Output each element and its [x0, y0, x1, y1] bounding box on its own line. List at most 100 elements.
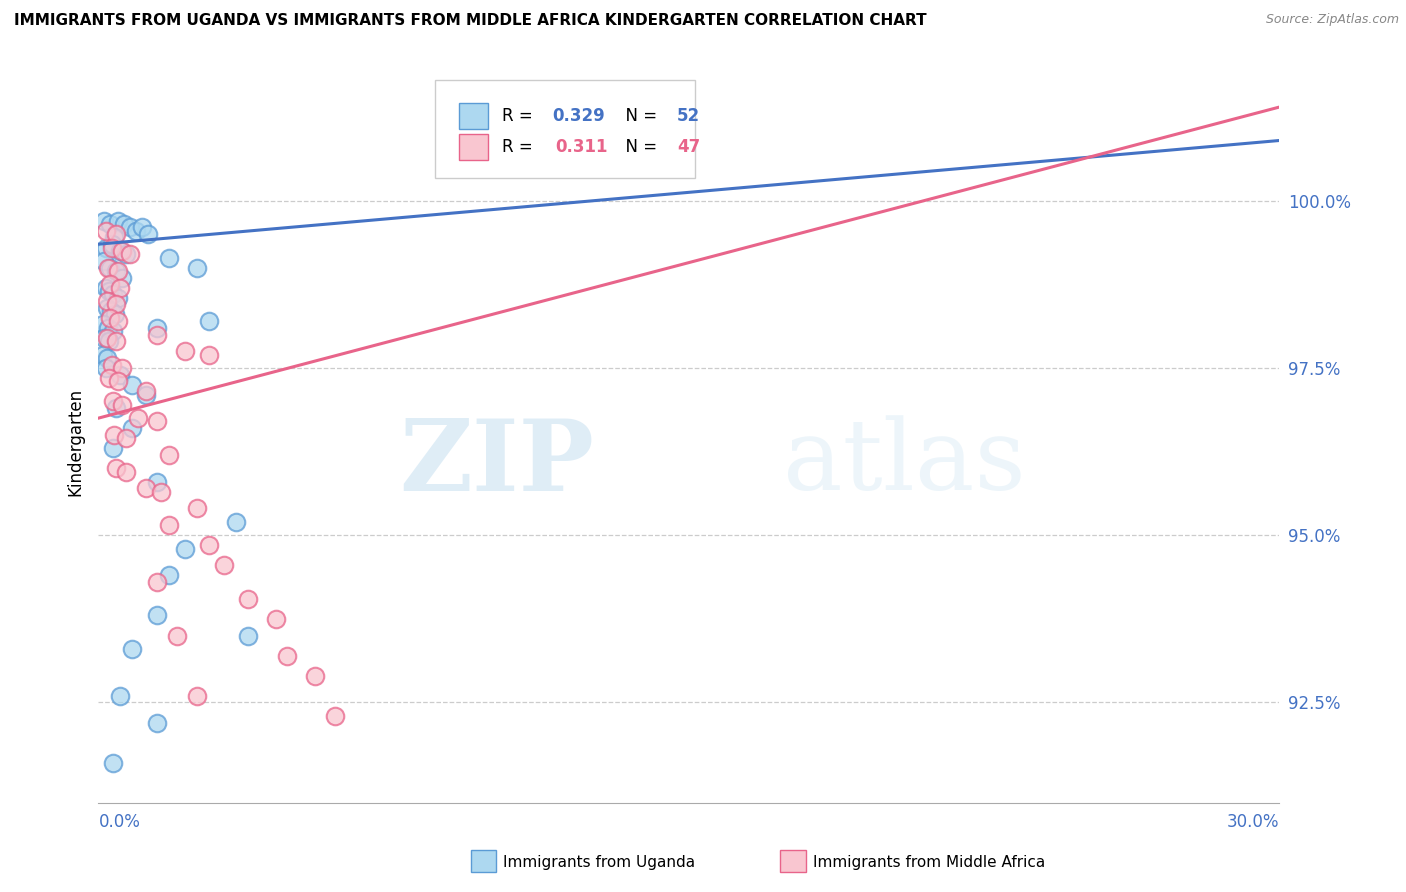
Point — [103, 756, 125, 770]
Point — [150, 484, 173, 499]
Point — [108, 368, 131, 382]
Point — [146, 475, 169, 489]
Point — [146, 608, 169, 623]
Point — [111, 360, 134, 375]
Point — [96, 240, 118, 254]
Point — [135, 384, 157, 399]
Point — [108, 280, 131, 294]
Point — [107, 213, 129, 227]
Text: Immigrants from Middle Africa: Immigrants from Middle Africa — [813, 855, 1045, 870]
Text: 0.311: 0.311 — [555, 138, 607, 156]
Point — [121, 642, 143, 657]
Text: R =: R = — [502, 138, 544, 156]
Text: IMMIGRANTS FROM UGANDA VS IMMIGRANTS FROM MIDDLE AFRICA KINDERGARTEN CORRELATION: IMMIGRANTS FROM UGANDA VS IMMIGRANTS FRO… — [14, 13, 927, 29]
Text: N =: N = — [614, 138, 662, 156]
Point — [98, 371, 121, 385]
Point — [97, 260, 120, 275]
Point — [225, 515, 247, 529]
Point — [118, 220, 141, 235]
Y-axis label: Kindergarten: Kindergarten — [66, 387, 84, 496]
Point — [98, 260, 121, 275]
Point — [101, 237, 124, 252]
Point — [101, 240, 124, 254]
Point — [96, 331, 118, 345]
Point — [105, 401, 128, 415]
Point — [186, 689, 208, 703]
Point — [98, 284, 121, 298]
Point — [103, 427, 125, 442]
Point — [94, 360, 117, 375]
Point — [111, 244, 134, 258]
Point — [146, 321, 169, 335]
Point — [103, 230, 125, 244]
Point — [97, 321, 120, 335]
Point — [146, 327, 169, 342]
Point — [146, 574, 169, 589]
Text: 0.329: 0.329 — [553, 107, 605, 125]
Point — [98, 310, 121, 325]
Point — [214, 558, 236, 573]
Point — [111, 398, 134, 412]
Point — [121, 377, 143, 392]
Point — [103, 324, 125, 338]
Text: atlas: atlas — [783, 416, 1026, 511]
Point — [186, 260, 208, 275]
Point — [174, 344, 197, 359]
Point — [157, 568, 180, 582]
Point — [136, 227, 159, 241]
Text: R =: R = — [502, 107, 538, 125]
Point — [236, 629, 259, 643]
Point — [94, 280, 117, 294]
Point — [174, 541, 197, 556]
Point — [96, 293, 118, 308]
Point — [146, 715, 169, 730]
Point — [105, 461, 128, 475]
Point — [166, 629, 188, 643]
FancyBboxPatch shape — [458, 135, 488, 160]
Point — [105, 297, 128, 311]
Point — [93, 253, 115, 268]
Point — [91, 347, 114, 361]
Text: N =: N = — [614, 107, 662, 125]
Point — [98, 217, 121, 231]
Text: 30.0%: 30.0% — [1227, 813, 1279, 830]
Text: 52: 52 — [678, 107, 700, 125]
Point — [108, 689, 131, 703]
Point — [98, 277, 121, 292]
Point — [100, 304, 122, 318]
Point — [111, 270, 134, 285]
Point — [107, 291, 129, 305]
Point — [96, 301, 118, 315]
Point — [93, 213, 115, 227]
Point — [125, 224, 148, 238]
Text: Source: ZipAtlas.com: Source: ZipAtlas.com — [1265, 13, 1399, 27]
Point — [91, 318, 114, 332]
Point — [103, 394, 125, 409]
Point — [115, 431, 138, 445]
Point — [157, 448, 180, 462]
Point — [98, 334, 121, 348]
Point — [105, 264, 128, 278]
Point — [115, 465, 138, 479]
Point — [197, 314, 219, 328]
Text: ZIP: ZIP — [399, 415, 595, 512]
Point — [104, 308, 127, 322]
Point — [157, 518, 180, 533]
Point — [121, 421, 143, 435]
Point — [146, 414, 169, 428]
Point — [276, 648, 298, 663]
Point — [105, 334, 128, 348]
Point — [135, 387, 157, 401]
Point — [323, 708, 346, 723]
Point — [186, 501, 208, 516]
Point — [101, 358, 124, 372]
FancyBboxPatch shape — [458, 103, 488, 128]
Point — [197, 347, 219, 361]
Point — [236, 591, 259, 606]
Point — [96, 224, 118, 238]
FancyBboxPatch shape — [434, 80, 695, 178]
Text: 47: 47 — [678, 138, 700, 156]
Point — [135, 481, 157, 495]
Point — [103, 441, 125, 455]
Point — [96, 351, 118, 365]
